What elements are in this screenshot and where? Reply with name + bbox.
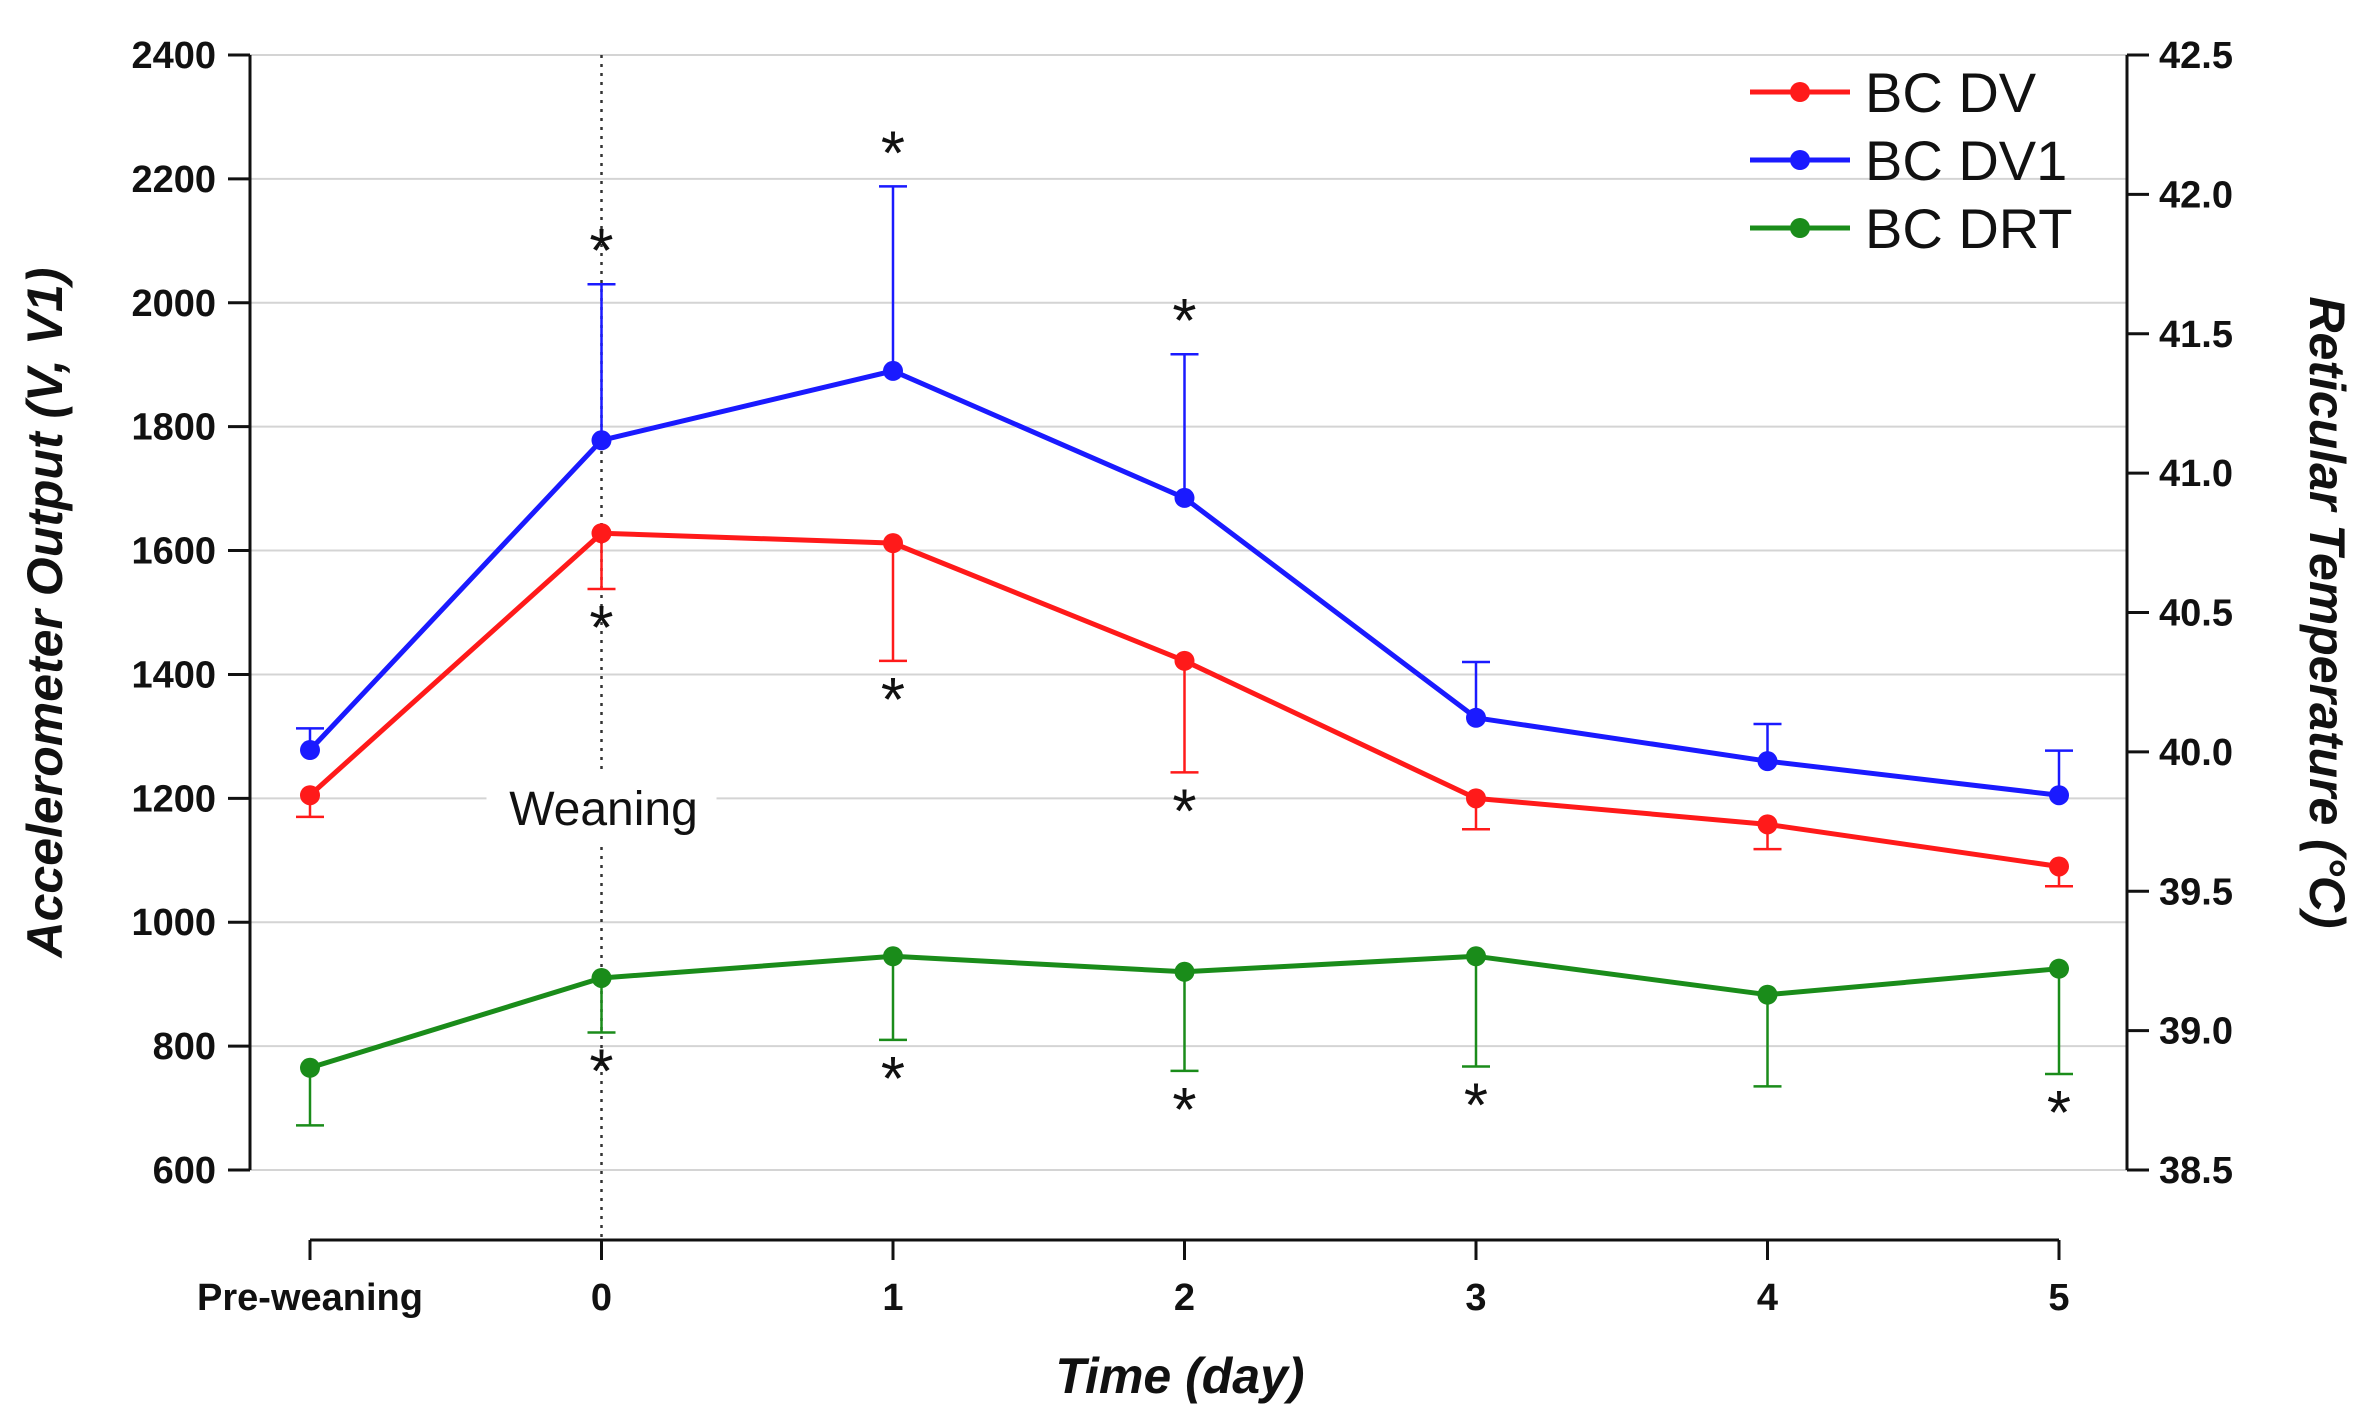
grid-layer (250, 54, 2127, 1171)
data-point (883, 533, 903, 554)
y-tick-label: 2400 (131, 35, 216, 77)
x-tick-label: 4 (1757, 1277, 1778, 1319)
axes-layer: 600 800 1000 1200 1400 1600 1800 2000 2200 2400 38… (17, 35, 2355, 1404)
x-tick-label: 1 (882, 1277, 903, 1319)
data-point (883, 946, 903, 967)
significance-star: * (589, 594, 613, 663)
significance-star: * (881, 666, 905, 735)
significance-star: * (589, 217, 613, 286)
data-point (2049, 785, 2069, 806)
y-tick-label: 800 (153, 1026, 216, 1068)
legend-swatch-marker (1790, 150, 1810, 170)
data-point (1174, 487, 1195, 508)
data-point (591, 430, 612, 451)
significance-star: * (589, 1037, 613, 1106)
legend-item: BC DV1 (1750, 129, 2067, 192)
weaning-label: Weaning (509, 783, 698, 836)
data-point (2049, 958, 2069, 979)
y-tick-label: 1200 (131, 778, 216, 820)
annotation-layer: Weaning (486, 55, 717, 1240)
y-tick-label: 1000 (131, 902, 216, 944)
data-point (300, 740, 320, 761)
legend-label: BC DRT (1865, 197, 2072, 260)
series-bc-dv: * * * (296, 523, 2073, 888)
significance-star: * (881, 1045, 905, 1114)
y-axis-title: Accelerometer Output (V, V1) (17, 267, 73, 959)
y-tick-label: 2200 (131, 159, 216, 201)
significance-star: * (1172, 777, 1196, 846)
significance-star: * (2047, 1079, 2071, 1148)
y2-tick-label: 38.5 (2159, 1150, 2233, 1192)
data-point (1174, 961, 1195, 982)
data-point (1757, 814, 1778, 835)
y-tick-label: 2000 (131, 283, 216, 325)
data-point (300, 785, 320, 806)
data-point (591, 967, 612, 988)
data-point (1466, 707, 1486, 728)
weaning-label-bg (486, 770, 717, 845)
y2-tick-label: 39.5 (2159, 871, 2233, 913)
data-point (300, 1057, 320, 1078)
legend-item: BC DRT (1750, 197, 2072, 260)
data-point (2049, 856, 2069, 877)
x-tick-label: 2 (1174, 1277, 1195, 1319)
data-point (1174, 650, 1195, 671)
significance-star: * (881, 119, 905, 188)
y2-tick-label: 41.0 (2159, 453, 2233, 495)
significance-star: * (1172, 287, 1196, 356)
significance-star: * (1172, 1076, 1196, 1145)
legend-label: BC DV1 (1865, 129, 2067, 192)
legend-swatch-marker (1790, 82, 1810, 102)
y-tick-label: 1800 (131, 407, 216, 449)
y2-tick-label: 41.5 (2159, 314, 2233, 356)
series-layer: * * * * * * * * * * * (296, 119, 2073, 1148)
data-point (1757, 751, 1778, 772)
data-point (591, 523, 612, 544)
legend-item: BC DV (1750, 61, 2037, 124)
x-tick-label: Pre-weaning (197, 1277, 423, 1319)
y-tick-label: 600 (153, 1150, 216, 1192)
legend-label: BC DV (1865, 61, 2037, 124)
y2-tick-label: 40.5 (2159, 593, 2233, 635)
significance-star: * (1464, 1072, 1488, 1141)
y-tick-label: 1400 (131, 654, 216, 696)
data-point (1757, 984, 1778, 1005)
y2-tick-label: 42.5 (2159, 35, 2233, 77)
data-point (883, 360, 903, 381)
y2-tick-label: 39.0 (2159, 1011, 2233, 1053)
data-point (1466, 946, 1486, 967)
x-tick-label: 0 (591, 1277, 612, 1319)
y2-tick-label: 42.0 (2159, 174, 2233, 216)
series-bc-dv1: * * * (296, 119, 2073, 806)
y2-tick-label: 40.0 (2159, 732, 2233, 774)
y2-axis-title: Reticular Temperature (°C) (2299, 296, 2355, 928)
y-tick-label: 1600 (131, 531, 216, 573)
x-axis-title: Time (day) (1055, 1348, 1304, 1404)
series-bc-drt: * * * * * (296, 946, 2073, 1148)
legend-swatch-marker (1790, 218, 1810, 238)
x-tick-label: 3 (1465, 1277, 1486, 1319)
data-point (1466, 788, 1486, 809)
x-tick-label: 5 (2048, 1277, 2069, 1319)
